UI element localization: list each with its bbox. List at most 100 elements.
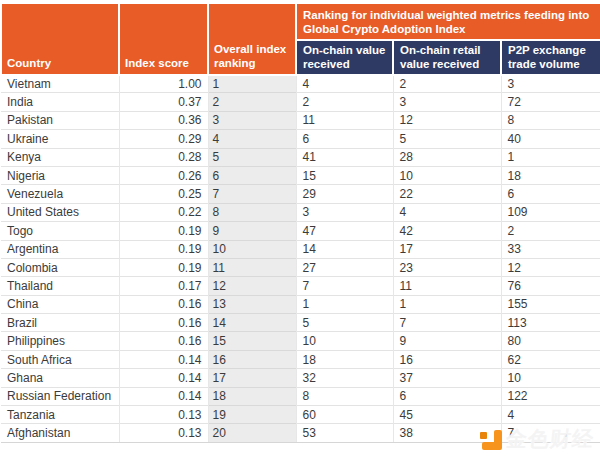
crypto-adoption-table: Country Index score Overall index rankin… <box>0 2 600 443</box>
cell-p2p-volume: 12 <box>501 258 600 276</box>
header-metrics-group: Ranking for individual weighted metrics … <box>296 3 600 40</box>
cell-overall-ranking: 9 <box>208 222 296 240</box>
cell-onchain-value: 41 <box>296 148 393 166</box>
table-row: Russian Federation0.141886122 <box>1 387 600 405</box>
header-p2p-exchange-trade-volume: P2P exchange trade volume <box>501 40 600 75</box>
cell-index-score: 0.37 <box>119 93 208 111</box>
cell-onchain-retail: 45 <box>393 406 501 424</box>
cell-index-score: 0.19 <box>119 240 208 258</box>
cell-index-score: 0.14 <box>119 387 208 405</box>
cell-index-score: 0.16 <box>119 295 208 313</box>
cell-onchain-value: 10 <box>296 332 393 350</box>
cell-overall-ranking: 6 <box>208 166 296 184</box>
cell-onchain-retail: 28 <box>393 148 501 166</box>
cell-index-score: 0.26 <box>119 166 208 184</box>
cell-onchain-retail: 4 <box>393 203 501 221</box>
cell-onchain-retail: 2 <box>393 75 501 93</box>
cell-onchain-retail: 38 <box>393 424 501 442</box>
cell-onchain-value: 7 <box>296 277 393 295</box>
cell-p2p-volume: 122 <box>501 387 600 405</box>
cell-country: Venezuela <box>1 185 119 203</box>
cell-country: Russian Federation <box>1 387 119 405</box>
table-row: South Africa0.1416181662 <box>1 350 600 368</box>
cell-country: Brazil <box>1 314 119 332</box>
cell-onchain-retail: 1 <box>393 295 501 313</box>
cell-country: Vietnam <box>1 75 119 93</box>
cell-country: Togo <box>1 222 119 240</box>
table-row: Kenya0.28541281 <box>1 148 600 166</box>
cell-onchain-retail: 6 <box>393 387 501 405</box>
header-country: Country <box>1 3 119 75</box>
cell-onchain-value: 32 <box>296 369 393 387</box>
cell-p2p-volume: 1 <box>501 148 600 166</box>
cell-overall-ranking: 4 <box>208 130 296 148</box>
table-row: Philippines0.161510980 <box>1 332 600 350</box>
cell-p2p-volume: 6 <box>501 185 600 203</box>
cell-onchain-value: 14 <box>296 240 393 258</box>
cell-index-score: 0.29 <box>119 130 208 148</box>
cell-p2p-volume: 76 <box>501 277 600 295</box>
cell-onchain-retail: 10 <box>393 166 501 184</box>
header-index-score: Index score <box>119 3 208 75</box>
cell-index-score: 0.16 <box>119 314 208 332</box>
header-onchain-value-received: On-chain value received <box>296 40 393 75</box>
cell-overall-ranking: 11 <box>208 258 296 276</box>
cell-overall-ranking: 1 <box>208 75 296 93</box>
cell-p2p-volume: 62 <box>501 350 600 368</box>
cell-country: South Africa <box>1 350 119 368</box>
cell-country: Argentina <box>1 240 119 258</box>
cell-index-score: 0.16 <box>119 332 208 350</box>
table-row: Thailand0.171271176 <box>1 277 600 295</box>
cell-index-score: 0.22 <box>119 203 208 221</box>
cell-onchain-retail: 7 <box>393 314 501 332</box>
table-row: Pakistan0.36311128 <box>1 111 600 129</box>
cell-index-score: 0.14 <box>119 350 208 368</box>
cell-country: Ghana <box>1 369 119 387</box>
table-row: Afghanistan0.132053387 <box>1 424 600 442</box>
cell-p2p-volume: 33 <box>501 240 600 258</box>
cell-overall-ranking: 12 <box>208 277 296 295</box>
cell-index-score: 0.28 <box>119 148 208 166</box>
cell-onchain-retail: 42 <box>393 222 501 240</box>
cell-p2p-volume: 113 <box>501 314 600 332</box>
table-row: Venezuela0.25729226 <box>1 185 600 203</box>
cell-onchain-value: 4 <box>296 75 393 93</box>
cell-country: India <box>1 93 119 111</box>
cell-country: Kenya <box>1 148 119 166</box>
cell-country: Pakistan <box>1 111 119 129</box>
cell-overall-ranking: 8 <box>208 203 296 221</box>
cell-p2p-volume: 3 <box>501 75 600 93</box>
cell-p2p-volume: 72 <box>501 93 600 111</box>
cell-onchain-value: 3 <box>296 203 393 221</box>
cell-index-score: 0.13 <box>119 424 208 442</box>
cell-overall-ranking: 19 <box>208 406 296 424</box>
cell-p2p-volume: 7 <box>501 424 600 442</box>
cell-p2p-volume: 2 <box>501 222 600 240</box>
cell-country: China <box>1 295 119 313</box>
cell-p2p-volume: 18 <box>501 166 600 184</box>
cell-onchain-value: 15 <box>296 166 393 184</box>
cell-index-score: 1.00 <box>119 75 208 93</box>
cell-onchain-value: 2 <box>296 93 393 111</box>
cell-country: United States <box>1 203 119 221</box>
table-header: Country Index score Overall index rankin… <box>1 3 600 75</box>
cell-onchain-value: 8 <box>296 387 393 405</box>
table-row: Vietnam1.001423 <box>1 75 600 93</box>
cell-p2p-volume: 109 <box>501 203 600 221</box>
cell-overall-ranking: 15 <box>208 332 296 350</box>
cell-onchain-value: 6 <box>296 130 393 148</box>
cell-index-score: 0.19 <box>119 258 208 276</box>
cell-index-score: 0.17 <box>119 277 208 295</box>
cell-p2p-volume: 4 <box>501 406 600 424</box>
cell-onchain-retail: 3 <box>393 93 501 111</box>
cell-overall-ranking: 20 <box>208 424 296 442</box>
cell-overall-ranking: 16 <box>208 350 296 368</box>
cell-onchain-value: 53 <box>296 424 393 442</box>
cell-onchain-value: 60 <box>296 406 393 424</box>
cell-index-score: 0.36 <box>119 111 208 129</box>
table-row: Togo0.19947422 <box>1 222 600 240</box>
cell-p2p-volume: 10 <box>501 369 600 387</box>
cell-country: Nigeria <box>1 166 119 184</box>
cell-onchain-retail: 17 <box>393 240 501 258</box>
table-row: Ukraine0.2946540 <box>1 130 600 148</box>
